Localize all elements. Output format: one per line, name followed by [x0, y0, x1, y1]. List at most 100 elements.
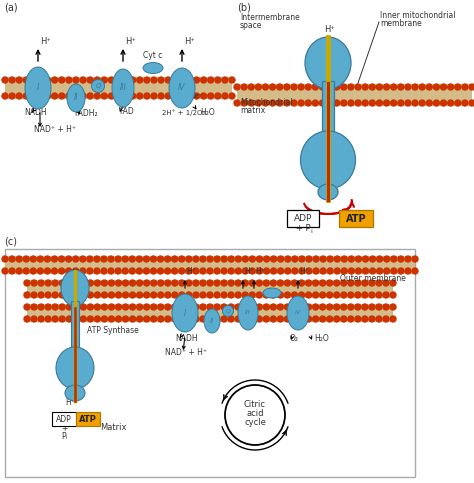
Circle shape — [292, 268, 298, 274]
Circle shape — [221, 268, 227, 274]
Text: H₂O: H₂O — [314, 334, 329, 343]
Circle shape — [200, 256, 206, 262]
Circle shape — [186, 280, 192, 286]
Circle shape — [242, 304, 248, 310]
Circle shape — [348, 268, 355, 274]
Circle shape — [376, 84, 383, 90]
Circle shape — [235, 280, 241, 286]
Text: Outer membrane: Outer membrane — [340, 274, 406, 283]
Circle shape — [172, 256, 178, 262]
FancyBboxPatch shape — [5, 249, 415, 477]
Ellipse shape — [143, 62, 163, 73]
Circle shape — [158, 292, 164, 298]
Circle shape — [37, 93, 44, 99]
Circle shape — [241, 100, 247, 106]
Circle shape — [306, 256, 312, 262]
Circle shape — [207, 316, 213, 322]
Circle shape — [299, 304, 304, 310]
Text: H₂O: H₂O — [200, 108, 215, 117]
Circle shape — [341, 100, 347, 106]
Circle shape — [398, 84, 404, 90]
Circle shape — [151, 280, 157, 286]
Circle shape — [299, 292, 304, 298]
Circle shape — [412, 84, 418, 90]
Circle shape — [312, 100, 319, 106]
Circle shape — [123, 292, 128, 298]
Circle shape — [455, 84, 461, 90]
Circle shape — [186, 256, 192, 262]
Circle shape — [101, 93, 107, 99]
Circle shape — [201, 93, 207, 99]
Ellipse shape — [204, 309, 220, 333]
Circle shape — [151, 77, 157, 83]
Circle shape — [327, 292, 333, 298]
Circle shape — [38, 304, 44, 310]
Text: + P: + P — [296, 224, 310, 233]
Ellipse shape — [112, 69, 134, 107]
Circle shape — [116, 77, 121, 83]
Circle shape — [369, 292, 375, 298]
Circle shape — [45, 256, 50, 262]
Text: IV: IV — [178, 84, 186, 93]
Circle shape — [186, 316, 192, 322]
Circle shape — [200, 280, 206, 286]
Text: I: I — [37, 84, 39, 93]
Circle shape — [94, 256, 100, 262]
Circle shape — [109, 280, 114, 286]
Circle shape — [242, 292, 248, 298]
Ellipse shape — [25, 67, 51, 109]
Circle shape — [298, 100, 304, 106]
Circle shape — [158, 77, 164, 83]
Circle shape — [115, 256, 121, 262]
Circle shape — [264, 268, 270, 274]
Circle shape — [263, 84, 268, 90]
Circle shape — [284, 100, 290, 106]
Bar — [237, 84, 472, 106]
Circle shape — [186, 268, 192, 274]
Circle shape — [186, 304, 192, 310]
Circle shape — [426, 84, 432, 90]
Circle shape — [284, 84, 290, 90]
Ellipse shape — [301, 131, 356, 189]
Circle shape — [137, 256, 142, 262]
Circle shape — [52, 77, 58, 83]
Circle shape — [320, 268, 326, 274]
Ellipse shape — [67, 84, 85, 112]
Circle shape — [116, 93, 121, 99]
Circle shape — [172, 77, 178, 83]
Circle shape — [249, 316, 255, 322]
Circle shape — [319, 100, 326, 106]
Text: Q: Q — [95, 83, 101, 89]
Circle shape — [383, 292, 389, 298]
Text: ADP: ADP — [56, 414, 72, 424]
Circle shape — [383, 316, 389, 322]
Circle shape — [87, 93, 93, 99]
Circle shape — [2, 268, 8, 274]
FancyBboxPatch shape — [322, 81, 334, 171]
Circle shape — [228, 316, 234, 322]
Ellipse shape — [287, 296, 309, 330]
Circle shape — [221, 316, 227, 322]
Circle shape — [80, 77, 86, 83]
Circle shape — [137, 280, 143, 286]
Circle shape — [193, 93, 200, 99]
Circle shape — [292, 256, 298, 262]
Text: (a): (a) — [4, 2, 18, 12]
Circle shape — [214, 292, 220, 298]
Circle shape — [109, 316, 114, 322]
Circle shape — [101, 268, 107, 274]
Circle shape — [59, 316, 65, 322]
Circle shape — [242, 256, 248, 262]
Text: (c): (c) — [4, 236, 17, 246]
Circle shape — [248, 100, 254, 106]
Circle shape — [165, 316, 171, 322]
Circle shape — [129, 256, 135, 262]
Circle shape — [37, 256, 43, 262]
Circle shape — [172, 304, 178, 310]
Ellipse shape — [172, 294, 198, 332]
Circle shape — [369, 316, 375, 322]
Circle shape — [52, 304, 58, 310]
Circle shape — [59, 93, 65, 99]
Circle shape — [256, 256, 263, 262]
Circle shape — [348, 84, 354, 90]
